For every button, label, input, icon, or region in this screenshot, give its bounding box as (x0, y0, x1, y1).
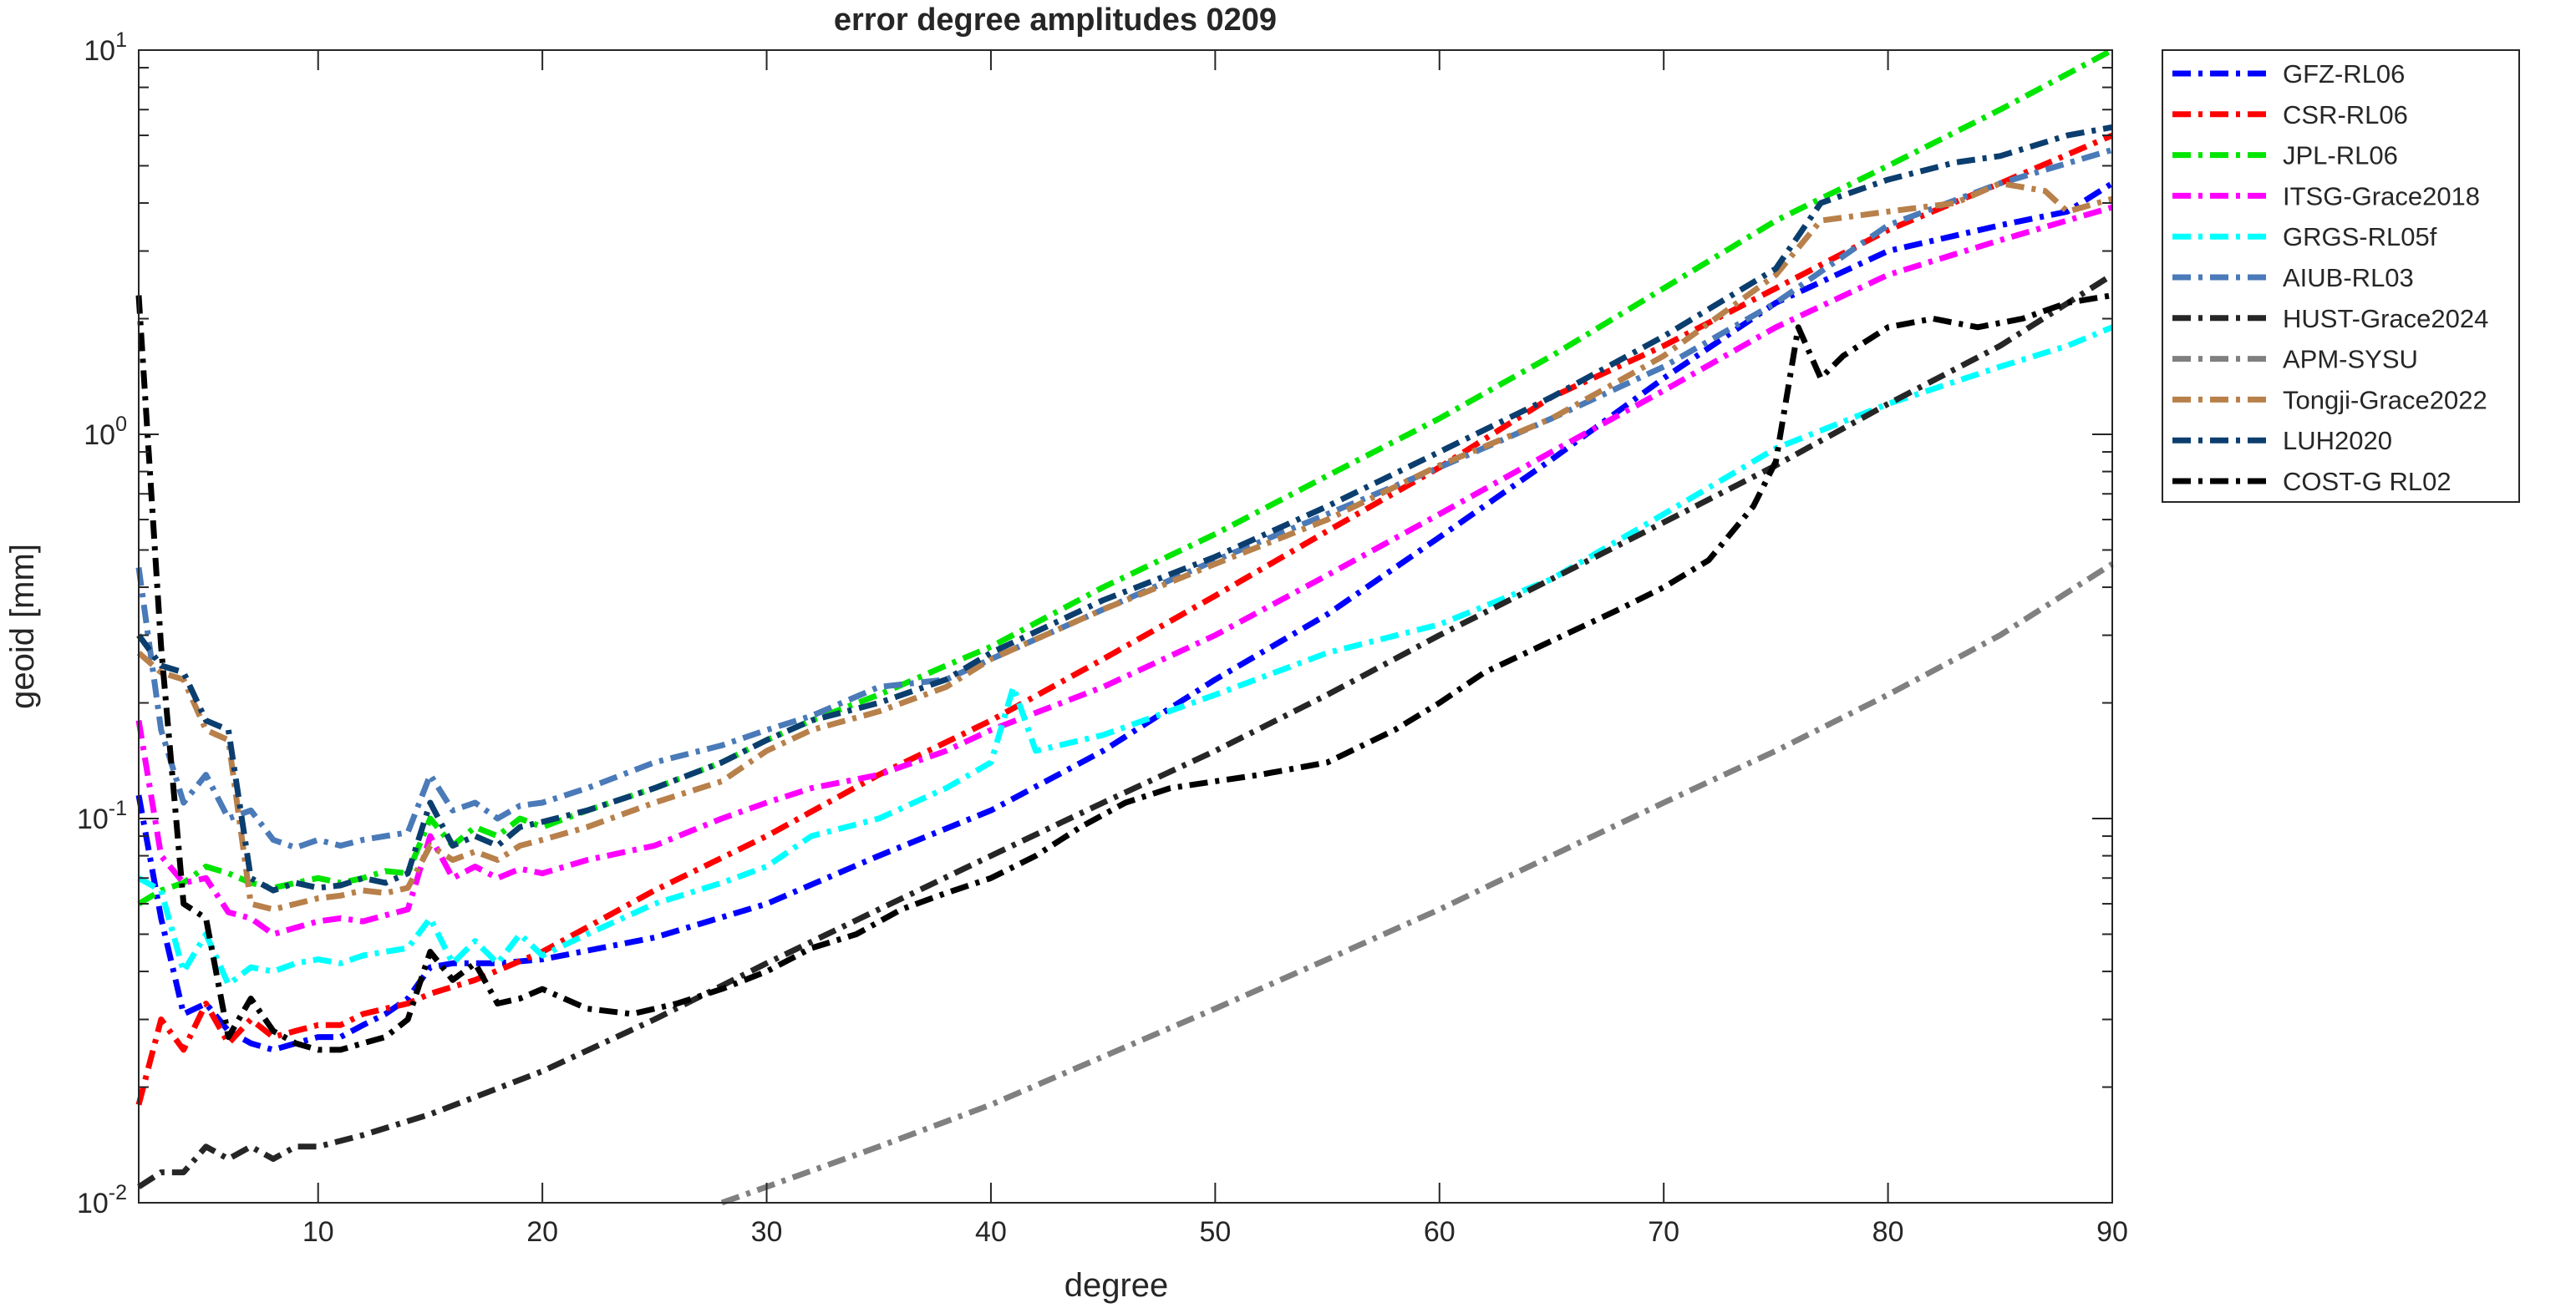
axes-layer (138, 49, 2113, 1204)
y-axis-ticks: 10-2 10-1 100 101 (77, 28, 2112, 1219)
legend-label: ITSG-Grace2018 (2283, 181, 2480, 210)
series-layer (135, 47, 2114, 1206)
legend-label: AIUB-RL03 (2283, 263, 2414, 292)
x-tick-label: 20 (526, 1216, 558, 1248)
y-tick-label: 10-1 (77, 797, 127, 835)
x-tick-label: 80 (1872, 1216, 1904, 1248)
series-line-10 (135, 292, 2113, 1053)
series-line-5 (135, 147, 2114, 851)
x-tick-label: 60 (1424, 1216, 1456, 1248)
legend: GFZ-RL06 CSR-RL06 JPL-RL06 ITSG-Grace2018 GR… (2162, 49, 2520, 503)
legend-label: APM-SYSU (2283, 345, 2418, 374)
legend-label: GRGS-RL05f (2283, 222, 2437, 251)
legend-label: LUH2020 (2283, 426, 2392, 455)
x-tick-label: 90 (2096, 1216, 2128, 1248)
series-line-2 (137, 47, 2114, 907)
series-line-7 (720, 561, 2114, 1206)
legend-label: HUST-Grace2024 (2283, 304, 2488, 333)
x-tick-label: 40 (975, 1216, 1007, 1248)
x-tick-label: 50 (1199, 1216, 1231, 1248)
legend-label: CSR-RL06 (2283, 100, 2408, 129)
x-tick-label: 10 (302, 1216, 334, 1248)
plot-area (139, 50, 2112, 1203)
y-tick-label: 101 (84, 28, 127, 67)
series-line-4 (137, 324, 2114, 988)
x-axis-ticks: 10 20 30 40 50 60 70 80 90 (302, 50, 2128, 1248)
legend-label: GFZ-RL06 (2283, 59, 2405, 89)
series-line-0 (135, 180, 2114, 1053)
legend-label: COST-G RL02 (2283, 467, 2452, 496)
series-line-3 (135, 204, 2113, 937)
y-tick-label: 10-2 (77, 1181, 127, 1219)
series-line-9 (136, 124, 2113, 894)
legend-label: Tongji-Grace2022 (2283, 385, 2487, 414)
legend-label: JPL-RL06 (2283, 141, 2398, 170)
x-axis-label: degree (1064, 1267, 1169, 1304)
y-axis-label: geoid [mm] (4, 544, 41, 709)
chart-title: error degree amplitudes 0209 (834, 3, 1277, 38)
x-tick-label: 30 (751, 1216, 783, 1248)
x-tick-label: 70 (1648, 1216, 1679, 1248)
plot-background (139, 50, 2112, 1203)
plot-frame (138, 49, 2113, 1204)
y-tick-label: 100 (84, 413, 127, 451)
